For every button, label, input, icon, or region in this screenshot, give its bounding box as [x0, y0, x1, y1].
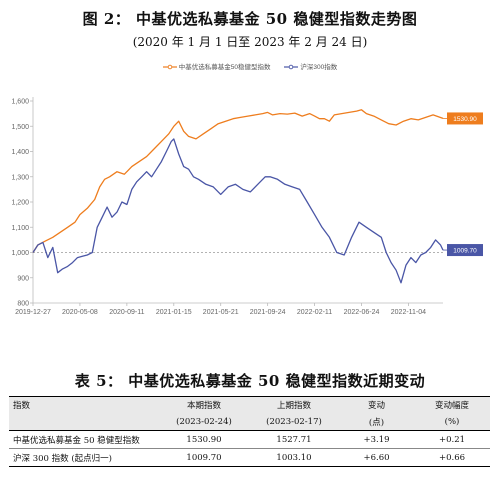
x-tick-label: 2022-02-11 — [297, 309, 332, 316]
y-tick-label: 1,200 — [11, 200, 29, 207]
table-row: 沪深 300 指数 (起点归一) 1009.70 1003.10 +6.60 +… — [9, 448, 490, 467]
x-tick-label: 2021-01-15 — [156, 309, 192, 316]
legend-item-hs300: 沪深300指数 — [284, 61, 337, 71]
y-tick-label: 1,400 — [11, 149, 29, 156]
legend-item-fund: 中基优选私募基金50稳健型指数 — [162, 61, 271, 71]
end-labels: 1530.90 1009.70 — [443, 112, 483, 257]
subheader-empty — [9, 413, 159, 431]
x-tick-label: 2022-11-04 — [391, 309, 426, 316]
row-fund-previous: 1527.71 — [249, 430, 339, 449]
row-fund-current: 1530.90 — [159, 430, 249, 449]
subheader-change: (点) — [339, 413, 414, 431]
chart-legend: 中基优选私募基金50稳健型指数 沪深300指数 — [0, 61, 500, 71]
x-tick-label: 2020-09-11 — [109, 309, 144, 316]
legend-blue-line-icon — [284, 65, 299, 70]
series-line-hs300 — [32, 138, 444, 284]
table-subheader-row: (2023-02-24) (2023-02-17) (点) (%) — [9, 413, 490, 431]
subheader-change-pct: (%) — [414, 413, 490, 431]
figure-subtitle: (2020 年 1 月 1 日至 2023 年 2 月 24 日) — [132, 35, 368, 49]
end-label-box-fund — [447, 112, 483, 125]
index-change-table: 指数 本期指数 上期指数 变动 变动幅度 (2023-02-24) (2023-… — [9, 396, 490, 467]
row-fund-change-pct: +0.21 — [414, 430, 490, 449]
y-tick-label: 1,500 — [11, 124, 29, 131]
x-tick-label: 2022-06-24 — [344, 309, 380, 316]
y-tick-label: 1,300 — [11, 174, 29, 181]
header-previous: 上期指数 — [249, 396, 339, 413]
header-change-pct: 变动幅度 — [414, 396, 490, 413]
x-axis: 2019-12-27 2020-05-08 2020-09-11 2021-01-15… — [15, 302, 443, 316]
row-hs300-change: +6.60 — [339, 448, 414, 467]
table-header-row: 指数 本期指数 上期指数 变动 变动幅度 — [9, 396, 490, 413]
row-hs300-name: 沪深 300 指数 (起点归一) — [9, 448, 159, 467]
y-tick-label: 1,000 — [11, 250, 29, 257]
x-tick-label: 2021-05-21 — [203, 309, 239, 316]
figure-title: 图 2： 中基优选私募基金 50 稳健型指数走势图 — [82, 10, 418, 28]
legend-orange-line-icon — [162, 65, 177, 70]
y-tick-label: 800 — [17, 301, 29, 308]
end-label-box-hs300 — [447, 244, 483, 257]
legend-label-fund: 中基优选私募基金50稳健型指数 — [178, 64, 271, 71]
table-title: 表 5： 中基优选私募基金 50 稳健型指数近期变动 — [74, 372, 426, 390]
row-fund-name: 中基优选私募基金 50 稳健型指数 — [9, 430, 159, 449]
subheader-current: (2023-02-24) — [159, 413, 249, 431]
row-hs300-current: 1009.70 — [159, 448, 249, 467]
legend-label-hs300: 沪深300指数 — [300, 64, 338, 71]
row-fund-change: +3.19 — [339, 430, 414, 449]
series-line-fund — [32, 109, 444, 253]
end-label-fund: 1530.90 — [453, 116, 477, 123]
y-tick-label: 900 — [17, 275, 29, 282]
y-tick-label: 1,600 — [11, 99, 29, 106]
y-axis: 800 900 1,000 1,100 1,200 1,300 1,400 1,500 1,60… — [11, 97, 34, 308]
row-hs300-change-pct: +0.66 — [414, 448, 490, 467]
header-index: 指数 — [9, 396, 159, 413]
y-tick-label: 1,100 — [11, 225, 29, 232]
line-chart: 800 900 1,000 1,100 1,200 1,300 1,400 1,500 1,60… — [11, 97, 483, 316]
x-tick-label: 2020-05-08 — [62, 309, 98, 316]
header-change: 变动 — [339, 396, 414, 413]
x-tick-label: 2019-12-27 — [15, 309, 51, 316]
end-label-hs300: 1009.70 — [453, 248, 477, 255]
table-row: 中基优选私募基金 50 稳健型指数 1530.90 1527.71 +3.19 … — [9, 430, 490, 449]
header-current: 本期指数 — [159, 396, 249, 413]
row-hs300-previous: 1003.10 — [249, 448, 339, 467]
x-tick-label: 2021-09-24 — [250, 309, 286, 316]
plot-area — [32, 109, 444, 284]
subheader-previous: (2023-02-17) — [249, 413, 339, 431]
